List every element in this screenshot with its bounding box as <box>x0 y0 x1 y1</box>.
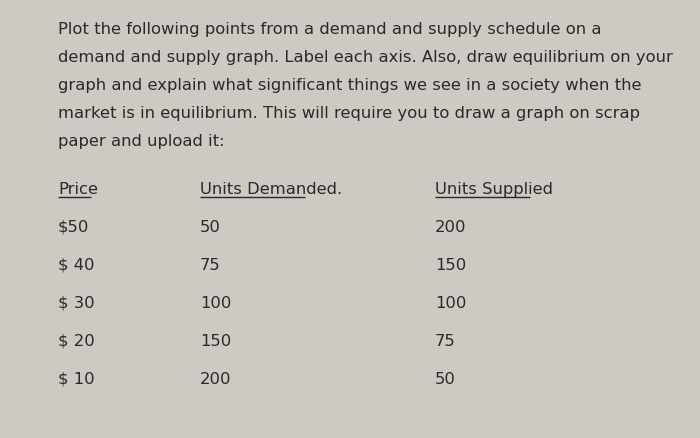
Text: 100: 100 <box>200 295 232 310</box>
Text: 100: 100 <box>435 295 466 310</box>
Text: 50: 50 <box>200 219 221 234</box>
Text: demand and supply graph. Label each axis. Also, draw equilibrium on your: demand and supply graph. Label each axis… <box>58 50 673 65</box>
Text: 150: 150 <box>435 258 466 272</box>
Text: Units Supplied: Units Supplied <box>435 182 553 197</box>
Text: market is in equilibrium. This will require you to draw a graph on scrap: market is in equilibrium. This will requ… <box>58 106 640 121</box>
Text: Plot the following points from a demand and supply schedule on a: Plot the following points from a demand … <box>58 22 601 37</box>
Text: $ 30: $ 30 <box>58 295 94 310</box>
Text: paper and upload it:: paper and upload it: <box>58 134 225 148</box>
Text: $50: $50 <box>58 219 90 234</box>
Text: 75: 75 <box>435 333 456 348</box>
Text: graph and explain what significant things we see in a society when the: graph and explain what significant thing… <box>58 78 641 93</box>
Text: $ 40: $ 40 <box>58 258 94 272</box>
Text: 200: 200 <box>435 219 466 234</box>
Text: 200: 200 <box>200 371 232 386</box>
Text: 50: 50 <box>435 371 456 386</box>
Text: 75: 75 <box>200 258 220 272</box>
Text: 150: 150 <box>200 333 231 348</box>
Text: Price: Price <box>58 182 98 197</box>
Text: Units Demanded.: Units Demanded. <box>200 182 342 197</box>
Text: $ 20: $ 20 <box>58 333 94 348</box>
Text: $ 10: $ 10 <box>58 371 94 386</box>
